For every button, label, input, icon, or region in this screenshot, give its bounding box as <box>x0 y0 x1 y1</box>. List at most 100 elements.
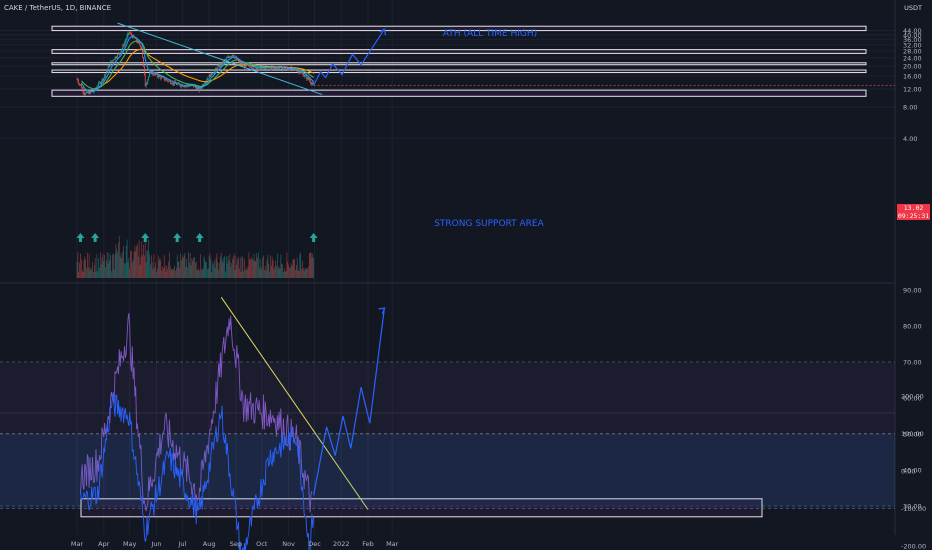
support-arrow-icon <box>195 233 204 242</box>
zone-box <box>51 69 867 74</box>
volume-bar <box>250 259 251 278</box>
volume-bar <box>201 269 202 278</box>
volume-bar <box>252 260 254 278</box>
volume-bar <box>89 270 91 278</box>
volume-bar <box>123 245 124 278</box>
candle-body <box>244 64 245 67</box>
volume-bars <box>76 236 314 278</box>
zone-box <box>51 49 867 54</box>
volume-bar <box>260 266 262 278</box>
candle-body <box>93 91 94 93</box>
volume-bar <box>226 256 227 278</box>
volume-bar <box>221 259 223 278</box>
volume-bar <box>144 255 145 278</box>
volume-bar <box>161 270 162 278</box>
candle-body <box>199 87 200 91</box>
volume-bar <box>143 244 144 278</box>
time-tick-label: Jun <box>150 540 161 548</box>
candle-body <box>182 84 183 87</box>
candle-body <box>151 72 153 74</box>
time-tick-label: Nov <box>282 540 295 548</box>
volume-bar <box>167 269 169 278</box>
candle-body <box>296 69 297 71</box>
volume-bar <box>301 268 302 278</box>
volume-bar <box>248 252 250 278</box>
volume-bar <box>264 269 265 278</box>
candle-body <box>275 68 276 70</box>
volume-bar <box>77 252 79 278</box>
support-arrow-icon <box>76 233 85 242</box>
volume-bar <box>113 269 115 278</box>
volume-bar <box>148 239 150 278</box>
time-tick-label: Oct <box>256 540 268 548</box>
candle-body <box>117 54 118 58</box>
volume-bar <box>239 257 241 278</box>
volume-bar <box>156 271 157 278</box>
volume-bar <box>109 260 111 278</box>
volume-bar <box>179 267 181 278</box>
volume-bar <box>90 267 92 278</box>
volume-bar <box>162 266 163 278</box>
candle-body <box>220 63 222 65</box>
volume-bar <box>81 270 83 278</box>
candle-body <box>144 74 146 87</box>
candle-body <box>141 47 143 49</box>
candle-body <box>219 65 220 67</box>
volume-bar <box>274 266 276 278</box>
candle-body <box>305 75 307 77</box>
candle-body <box>222 61 224 63</box>
time-tick-label: Dec <box>308 540 321 548</box>
volume-bar <box>306 268 308 278</box>
volume-bar <box>204 258 206 278</box>
candle-body <box>100 81 102 84</box>
candle-body <box>119 53 121 55</box>
volume-bar <box>182 257 184 278</box>
moving-averages <box>80 36 314 92</box>
candle-body <box>294 68 295 70</box>
volume-bar <box>302 268 304 278</box>
volume-bar <box>181 260 182 278</box>
volume-bar <box>243 271 245 278</box>
volume-bar <box>125 245 127 278</box>
price-tick-label: 16.00 <box>903 73 922 81</box>
candle-body <box>124 42 125 46</box>
volume-bar <box>262 258 264 278</box>
volume-bar <box>266 259 268 278</box>
cci-tick-label: -100.00 <box>901 505 926 513</box>
volume-bar <box>171 268 173 278</box>
volume-bar <box>99 252 101 278</box>
volume-bar <box>236 264 238 278</box>
volume-bar <box>267 254 269 278</box>
candle-body <box>156 73 158 77</box>
candle-body <box>307 77 308 79</box>
volume-bar <box>211 271 213 278</box>
volume-bar <box>205 262 207 278</box>
volume-bar <box>246 269 248 278</box>
candle-body <box>115 57 117 58</box>
volume-bar <box>80 258 82 278</box>
volume-bar <box>233 253 235 278</box>
candle-body <box>125 40 126 43</box>
candle-body <box>84 93 86 95</box>
candle-body <box>120 51 122 54</box>
candle-body <box>301 72 302 74</box>
volume-bar <box>183 255 185 278</box>
volume-bar <box>195 261 197 278</box>
candle-body <box>218 65 219 67</box>
candle-body <box>82 88 84 92</box>
candle-body <box>164 79 166 81</box>
price-zones <box>51 25 867 97</box>
candle-body <box>223 60 225 63</box>
candle-body <box>220 63 221 67</box>
volume-bar <box>270 265 272 278</box>
candle-body <box>169 80 170 82</box>
candle-body <box>159 75 161 77</box>
volume-bar <box>135 250 137 278</box>
volume-bar <box>131 262 133 278</box>
candle-body <box>162 76 163 78</box>
trend-lines[interactable] <box>76 22 895 242</box>
volume-bar <box>163 268 164 278</box>
volume-bar <box>175 268 177 278</box>
volume-bar <box>241 256 243 278</box>
